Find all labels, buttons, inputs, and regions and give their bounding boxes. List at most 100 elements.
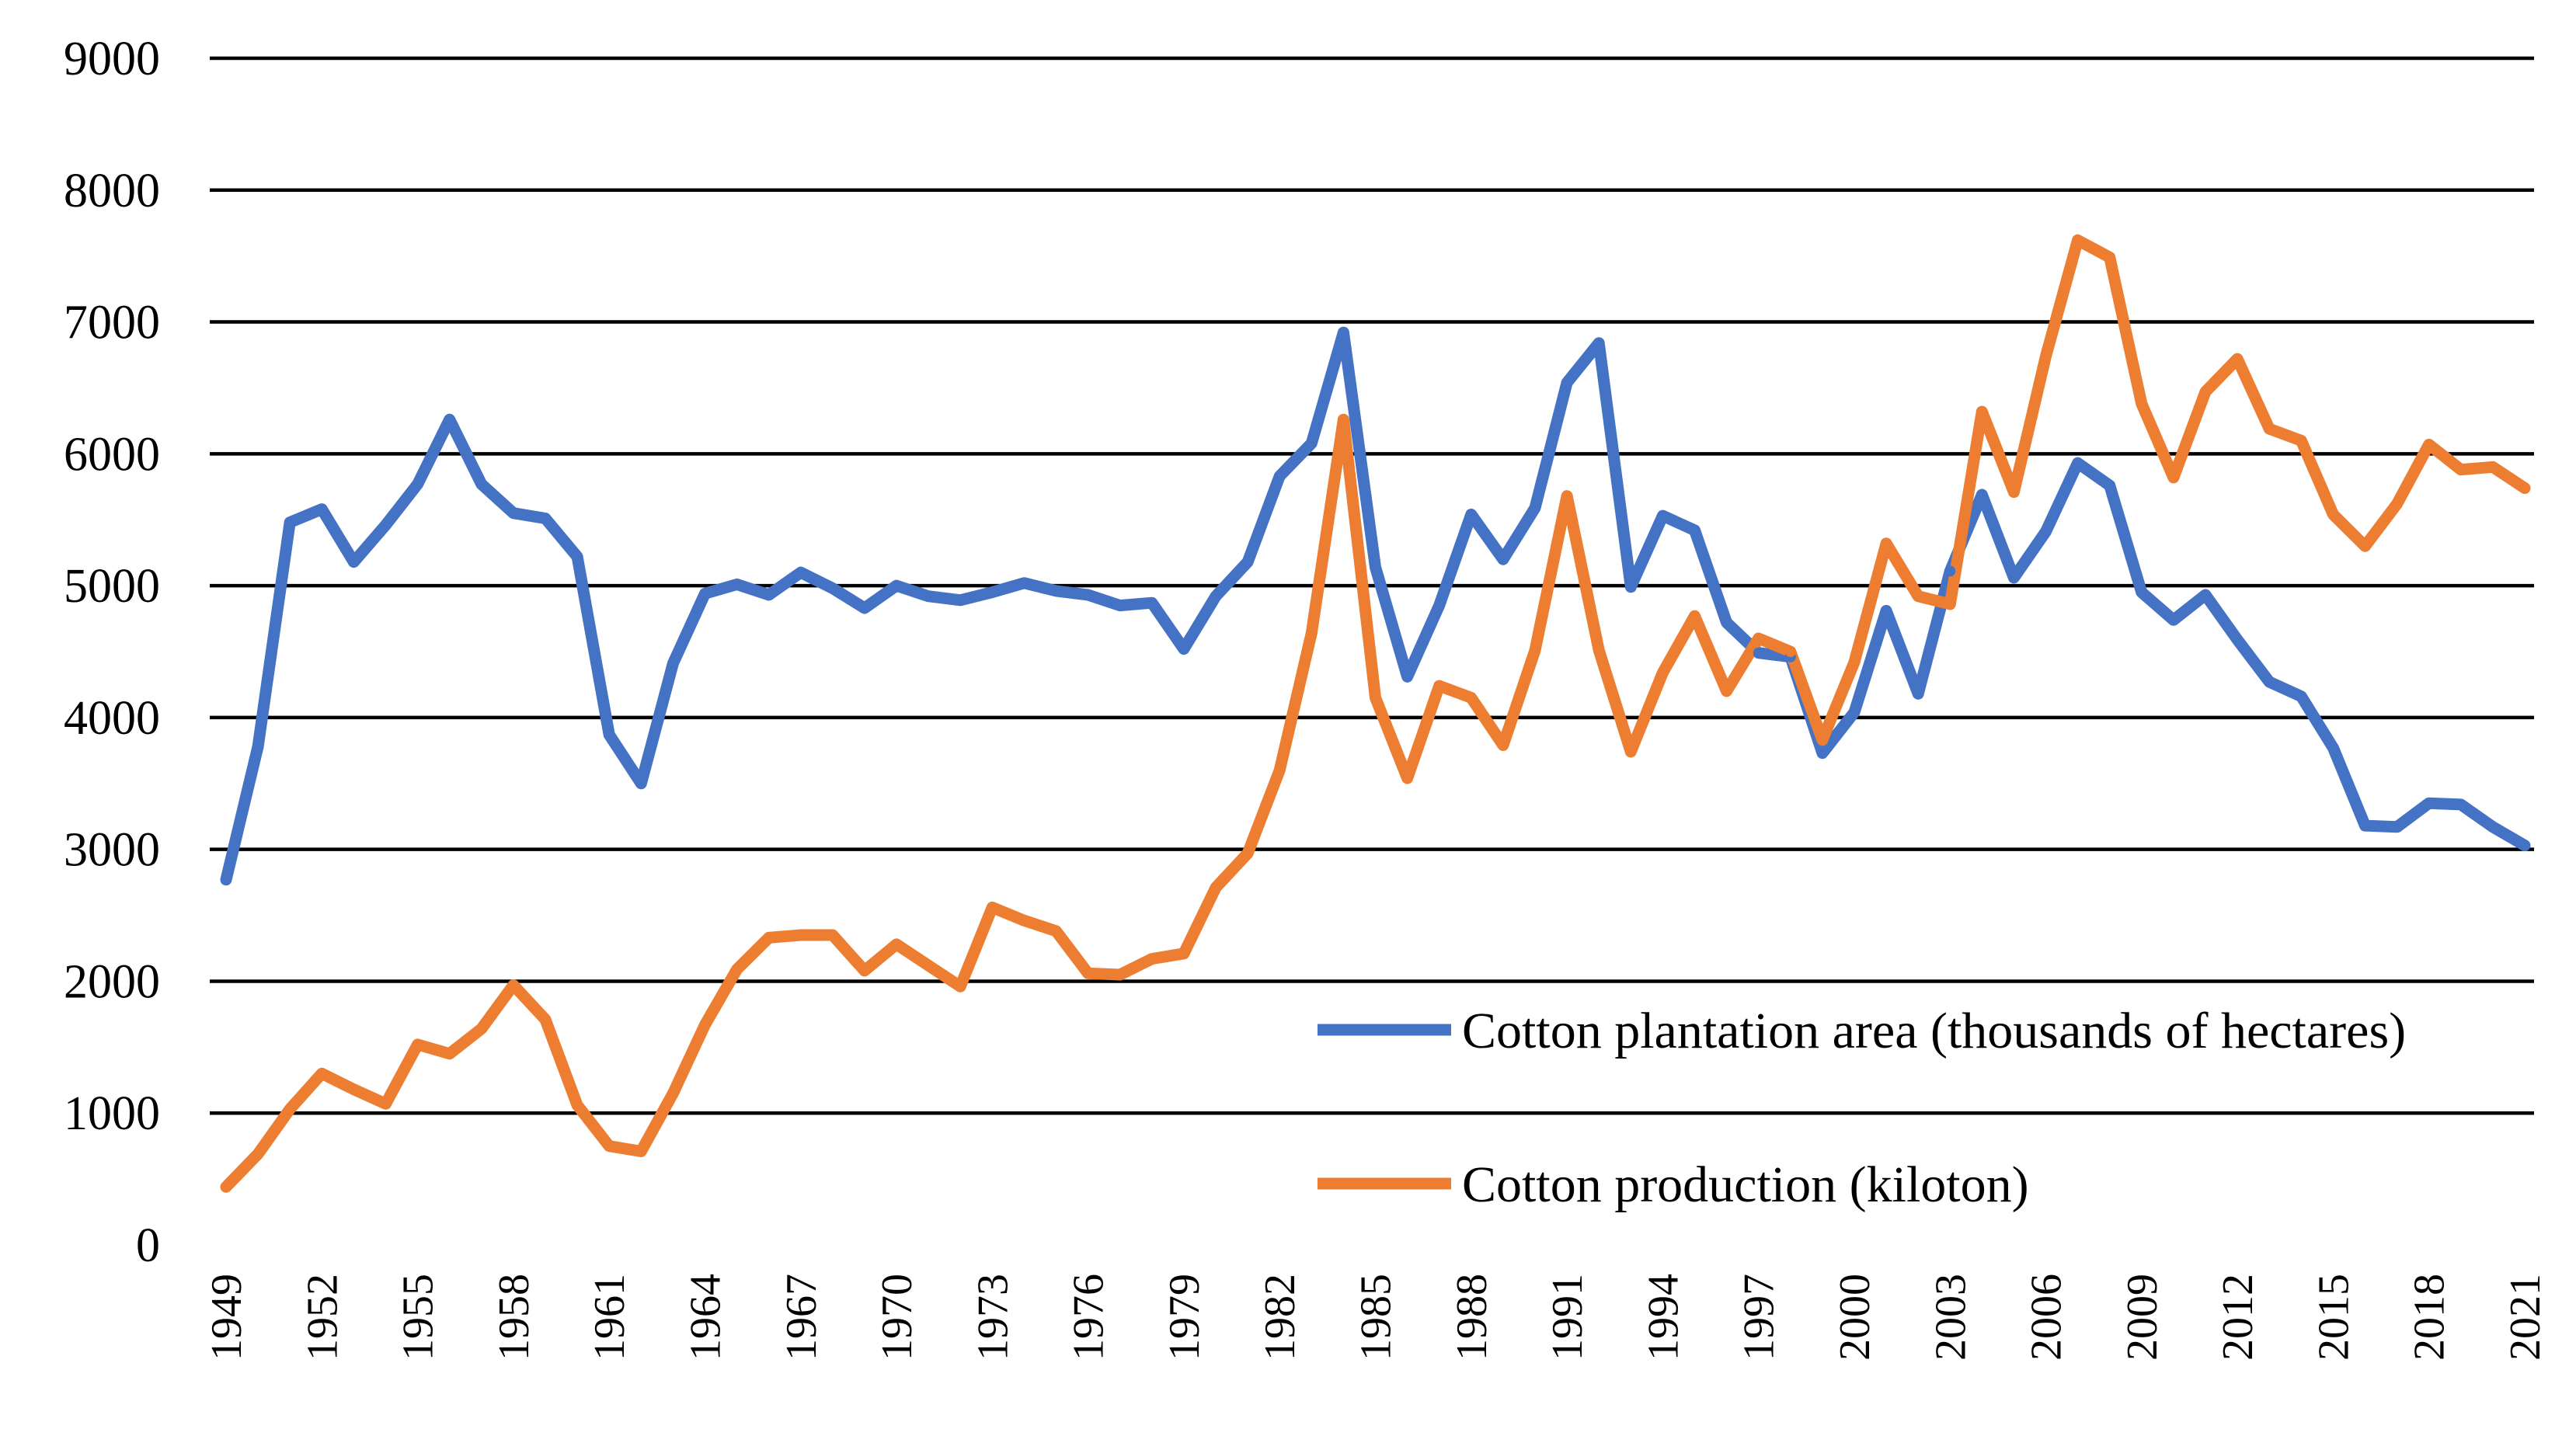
data-point-plantation-area-1992 [1593,337,1605,349]
data-point-production-2015 [2327,509,2339,520]
data-point-production-2013 [2264,423,2275,435]
data-point-plantation-area-2015 [2327,742,2339,753]
data-point-plantation-area-2014 [2296,690,2307,702]
x-tick-label-1976: 1976 [1065,1274,1113,1361]
data-point-plantation-area-2019 [2455,798,2466,810]
data-point-plantation-area-1962 [635,777,647,789]
data-point-production-1997 [1753,633,1764,644]
x-tick-label-1967: 1967 [778,1274,826,1361]
data-point-plantation-area-1963 [667,658,679,669]
y-tick-label-3000: 3000 [64,824,160,877]
data-point-plantation-area-2013 [2264,676,2275,687]
data-point-production-1959 [540,1014,551,1025]
x-tick-label-2015: 2015 [2310,1274,2358,1361]
data-point-plantation-area-2012 [2232,634,2244,645]
data-point-production-1953 [348,1083,360,1095]
data-point-production-1983 [1306,628,1318,639]
data-point-production-1970 [891,938,902,950]
data-point-plantation-area-1979 [1178,643,1189,655]
data-point-plantation-area-2005 [2008,572,2020,583]
x-tick-label-1970: 1970 [873,1274,921,1361]
data-point-production-1952 [316,1068,328,1080]
data-point-plantation-area-1954 [380,520,392,530]
data-point-production-2008 [2104,252,2115,263]
data-point-plantation-area-2018 [2423,798,2435,809]
data-point-production-2011 [2200,386,2211,398]
data-point-plantation-area-2021 [2519,840,2530,851]
x-tick-label-1988: 1988 [1448,1274,1496,1361]
data-point-production-1978 [1146,953,1157,965]
data-point-plantation-area-2010 [2167,614,2179,626]
x-tick-label-1985: 1985 [1352,1274,1401,1361]
data-point-plantation-area-1982 [1274,471,1286,482]
y-axis-tick-labels: 0 1000 2000 3000 4000 5000 6000 7000 8000 9000 [64,33,160,1272]
data-point-plantation-area-1972 [955,594,966,606]
data-point-plantation-area-1966 [763,589,775,600]
data-point-production-1976 [1082,968,1094,979]
data-point-production-2002 [1913,590,1924,602]
y-tick-label-4000: 4000 [64,692,160,745]
data-point-production-2005 [2008,486,2020,498]
x-tick-label-1982: 1982 [1256,1274,1304,1361]
data-point-production-1990 [1530,645,1540,656]
data-point-production-2009 [2136,398,2147,409]
data-point-plantation-area-1983 [1306,437,1318,449]
data-point-production-1965 [731,964,743,975]
legend-label-plantation-area: Cotton plantation area (thousands of hec… [1462,1003,2406,1059]
data-point-plantation-area-1958 [507,507,519,519]
data-point-plantation-area-1989 [1497,554,1509,565]
data-point-production-1985 [1370,692,1381,704]
data-point-plantation-area-1964 [699,588,711,600]
data-point-production-2020 [2487,461,2498,473]
data-point-plantation-area-1965 [731,579,743,590]
x-tick-label-2009: 2009 [2118,1274,2167,1361]
data-point-production-1991 [1561,490,1573,502]
data-point-production-2017 [2391,498,2403,509]
data-point-production-1993 [1625,746,1637,757]
data-point-plantation-area-1986 [1401,671,1413,683]
data-point-production-1986 [1401,773,1413,784]
x-tick-label-1994: 1994 [1639,1274,1687,1361]
x-tick-label-1955: 1955 [395,1274,443,1361]
y-tick-label-2000: 2000 [64,955,160,1008]
data-point-production-2001 [1881,537,1892,549]
series-line-plantation-area [220,326,2531,886]
y-tick-label-9000: 9000 [64,33,160,85]
data-point-plantation-area-1968 [827,582,838,594]
data-point-plantation-area-1969 [858,603,870,614]
data-point-production-2000 [1849,656,1860,668]
data-point-plantation-area-1990 [1530,502,1540,513]
data-point-plantation-area-1976 [1082,589,1094,600]
data-point-plantation-area-2002 [1913,688,1924,700]
data-point-production-1961 [604,1140,615,1152]
data-point-plantation-area-1970 [891,580,902,592]
data-point-plantation-area-1996 [1721,617,1732,628]
data-point-plantation-area-1967 [795,567,806,579]
data-point-production-1950 [252,1148,264,1160]
data-point-production-2010 [2167,471,2179,483]
data-point-production-1960 [572,1100,583,1111]
data-point-production-1975 [1050,925,1062,937]
data-point-production-1954 [380,1098,392,1110]
data-point-plantation-area-2003 [1944,565,1956,577]
data-points [221,235,2530,1193]
data-point-production-2014 [2296,435,2307,447]
data-point-production-1966 [763,932,775,944]
x-tick-label-1973: 1973 [969,1274,1017,1361]
data-point-plantation-area-1985 [1370,562,1381,573]
x-axis-tick-labels: 1949 1952 1955 1958 1961 1964 1967 1970 1973 1976… [203,1274,2550,1361]
data-point-production-2006 [2040,350,2052,362]
data-point-production-1989 [1497,739,1509,751]
data-point-production-2007 [2072,235,2083,246]
x-tick-label-1949: 1949 [203,1274,251,1361]
data-point-plantation-area-1953 [348,556,360,568]
data-point-plantation-area-1957 [475,478,487,490]
data-point-production-1964 [699,1019,711,1031]
x-tick-label-1964: 1964 [681,1274,729,1361]
data-point-production-1998 [1784,646,1796,657]
x-tick-label-2003: 2003 [1927,1274,1975,1361]
x-tick-label-2012: 2012 [2214,1274,2262,1361]
data-point-plantation-area-1984 [1338,327,1349,339]
data-point-plantation-area-1961 [604,729,615,740]
